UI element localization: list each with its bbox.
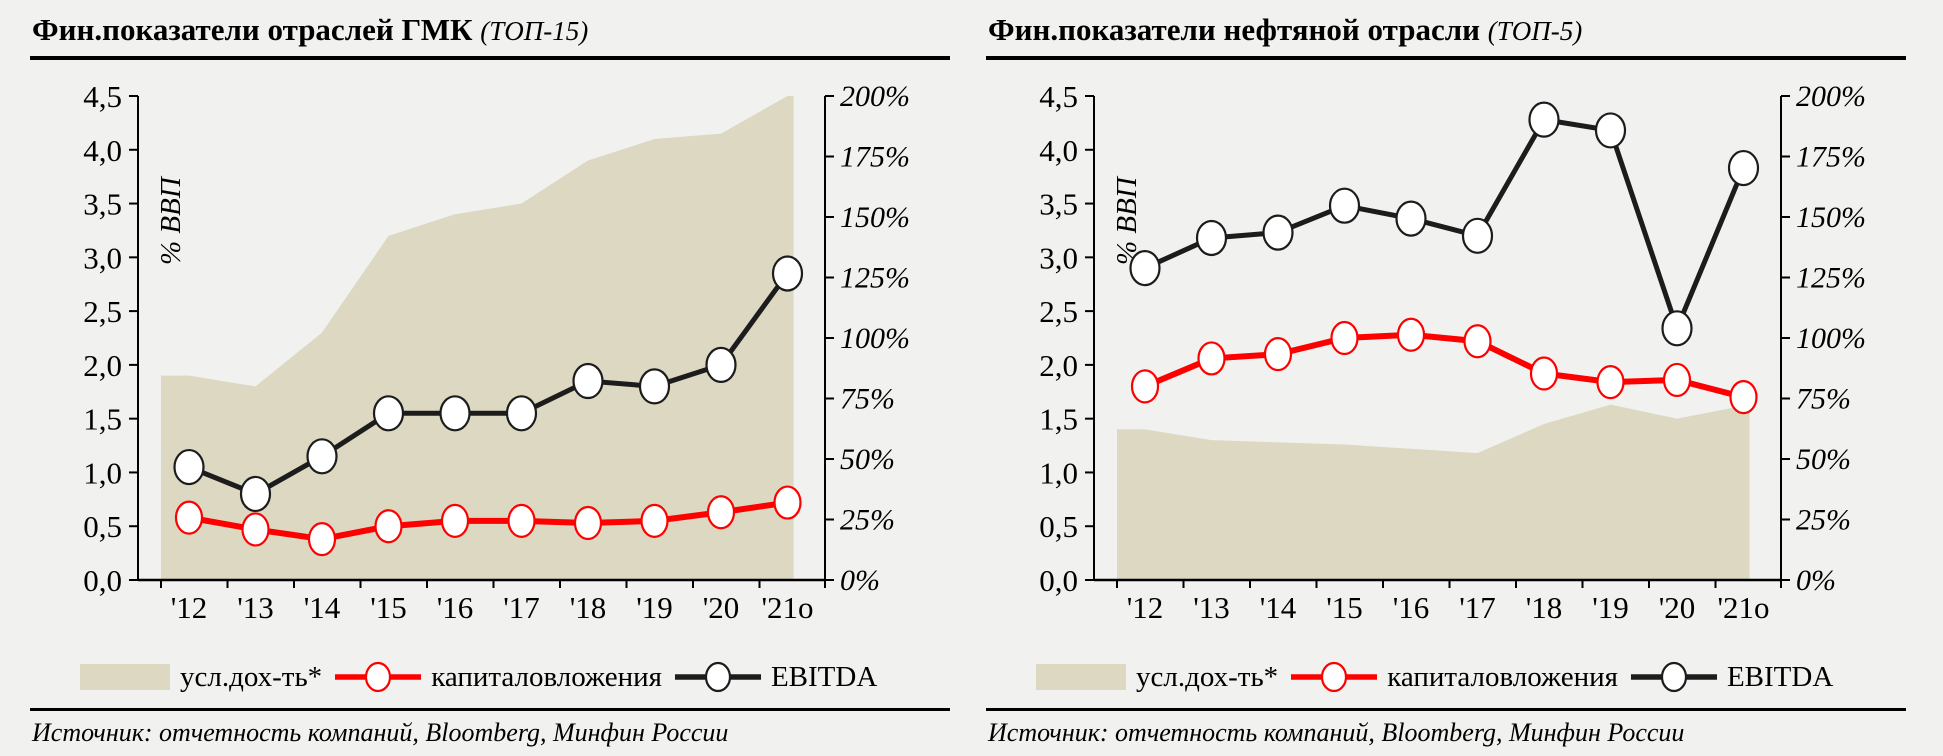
svg-text:50%: 50%: [840, 443, 895, 476]
legend-label: EBITDA: [1726, 660, 1834, 693]
chart-title-oil: Фин.показатели нефтяной отрасли (ТОП-5): [986, 6, 1906, 60]
svg-text:1,5: 1,5: [1039, 402, 1078, 437]
svg-text:0,5: 0,5: [83, 509, 122, 544]
svg-text:50%: 50%: [1796, 443, 1851, 476]
svg-text:'16: '16: [437, 590, 474, 625]
svg-text:2,5: 2,5: [83, 294, 122, 329]
svg-text:175%: 175%: [840, 141, 910, 174]
svg-text:4,5: 4,5: [1039, 79, 1078, 114]
svg-text:'15: '15: [1326, 590, 1363, 625]
svg-text:'20: '20: [1659, 590, 1696, 625]
svg-text:4,0: 4,0: [1039, 133, 1078, 168]
svg-text:1,0: 1,0: [1039, 455, 1078, 490]
svg-text:125%: 125%: [1796, 262, 1866, 295]
svg-text:'20: '20: [703, 590, 740, 625]
svg-text:125%: 125%: [840, 262, 910, 295]
svg-text:1,0: 1,0: [83, 455, 122, 490]
svg-text:0,5: 0,5: [1039, 509, 1078, 544]
legend-label: капиталовложения: [431, 660, 662, 693]
chart-canvas-oil: 0,0 0,5 1,0 1,5 2,0 2,5 3,0 3,5 4,0 4,5 0% 25% 50% 75…: [986, 60, 1906, 654]
red-line-marker-icon: [335, 659, 422, 695]
source-text: Источник: отчетность компаний, Bloomberg…: [988, 718, 1685, 747]
svg-text:'15: '15: [370, 590, 407, 625]
svg-text:% ВВП: % ВВП: [1111, 175, 1143, 265]
svg-text:'16: '16: [1393, 590, 1430, 625]
svg-text:3,0: 3,0: [83, 240, 122, 275]
svg-text:100%: 100%: [840, 322, 910, 355]
svg-text:3,5: 3,5: [1039, 187, 1078, 222]
svg-text:200%: 200%: [1796, 80, 1866, 113]
svg-text:1,5: 1,5: [83, 402, 122, 437]
legend-item-ebitda: EBITDA: [1630, 659, 1834, 695]
svg-text:'19: '19: [636, 590, 673, 625]
legend-item-area: усл.дох-ть*: [1036, 661, 1278, 694]
black-line-marker-icon: [674, 659, 761, 695]
source-note-oil: Источник: отчетность компаний, Bloomberg…: [986, 708, 1906, 748]
svg-text:'19: '19: [1592, 590, 1629, 625]
chart-title-text: Фин.показатели отраслей ГМК: [32, 12, 473, 47]
svg-text:'18: '18: [1526, 590, 1563, 625]
chart-canvas-gmk: 0,0 0,5 1,0 1,5 2,0 2,5 3,0 3,5 4,0 4,5 0% 25% 50% 75…: [30, 60, 950, 654]
svg-text:200%: 200%: [840, 80, 910, 113]
svg-text:% ВВП: % ВВП: [155, 175, 187, 265]
svg-text:2,0: 2,0: [1039, 348, 1078, 383]
black-line-marker-icon: [1630, 659, 1717, 695]
svg-text:'12: '12: [1127, 590, 1164, 625]
svg-text:'12: '12: [171, 590, 208, 625]
svg-text:0%: 0%: [1796, 564, 1836, 597]
svg-text:25%: 25%: [840, 504, 895, 537]
svg-text:'13: '13: [237, 590, 274, 625]
chart-title-note: (ТОП-15): [480, 16, 589, 46]
svg-text:0,0: 0,0: [1039, 563, 1078, 598]
svg-text:'14: '14: [1260, 590, 1297, 625]
legend-item-area: усл.дох-ть*: [80, 661, 322, 694]
svg-text:4,5: 4,5: [83, 79, 122, 114]
svg-text:100%: 100%: [1796, 322, 1866, 355]
legend-label: усл.дох-ть*: [1136, 660, 1279, 693]
svg-text:'21о: '21о: [761, 590, 813, 625]
svg-text:75%: 75%: [1796, 383, 1851, 416]
chart-title-note: (ТОП-5): [1487, 16, 1583, 46]
svg-text:150%: 150%: [840, 201, 910, 234]
chart-legend-gmk: усл.дох-ть* капиталовложения EBITDA: [30, 654, 950, 700]
svg-text:'17: '17: [1459, 590, 1496, 625]
svg-text:25%: 25%: [1796, 504, 1851, 537]
chart-legend-oil: усл.дох-ть* капиталовложения EBITDA: [986, 654, 1906, 700]
chart-panel-oil: Фин.показатели нефтяной отрасли (ТОП-5) …: [986, 6, 1906, 748]
svg-text:3,0: 3,0: [1039, 240, 1078, 275]
svg-text:'21о: '21о: [1717, 590, 1769, 625]
legend-item-capex: капиталовложения: [335, 659, 662, 695]
legend-label: капиталовложения: [1387, 660, 1618, 693]
area-swatch-icon: [80, 662, 170, 692]
legend-label: EBITDA: [770, 660, 878, 693]
svg-text:'18: '18: [570, 590, 607, 625]
legend-label: усл.дох-ть*: [180, 660, 323, 693]
svg-text:150%: 150%: [1796, 201, 1866, 234]
chart-title-gmk: Фин.показатели отраслей ГМК (ТОП-15): [30, 6, 950, 60]
svg-text:'14: '14: [304, 590, 341, 625]
svg-text:4,0: 4,0: [83, 133, 122, 168]
source-text: Источник: отчетность компаний, Bloomberg…: [32, 718, 729, 747]
red-line-marker-icon: [1291, 659, 1378, 695]
svg-text:175%: 175%: [1796, 141, 1866, 174]
svg-text:2,0: 2,0: [83, 348, 122, 383]
svg-text:'13: '13: [1193, 590, 1230, 625]
source-note-gmk: Источник: отчетность компаний, Bloomberg…: [30, 708, 950, 748]
area-swatch-icon: [1036, 662, 1126, 692]
svg-text:'17: '17: [503, 590, 540, 625]
svg-text:3,5: 3,5: [83, 187, 122, 222]
svg-text:0,0: 0,0: [83, 563, 122, 598]
svg-text:2,5: 2,5: [1039, 294, 1078, 329]
chart-title-text: Фин.показатели нефтяной отрасли: [988, 12, 1480, 47]
svg-text:75%: 75%: [840, 383, 895, 416]
chart-panel-gmk: Фин.показатели отраслей ГМК (ТОП-15) 0,0…: [30, 6, 950, 748]
legend-item-ebitda: EBITDA: [674, 659, 878, 695]
svg-text:0%: 0%: [840, 564, 880, 597]
legend-item-capex: капиталовложения: [1291, 659, 1618, 695]
